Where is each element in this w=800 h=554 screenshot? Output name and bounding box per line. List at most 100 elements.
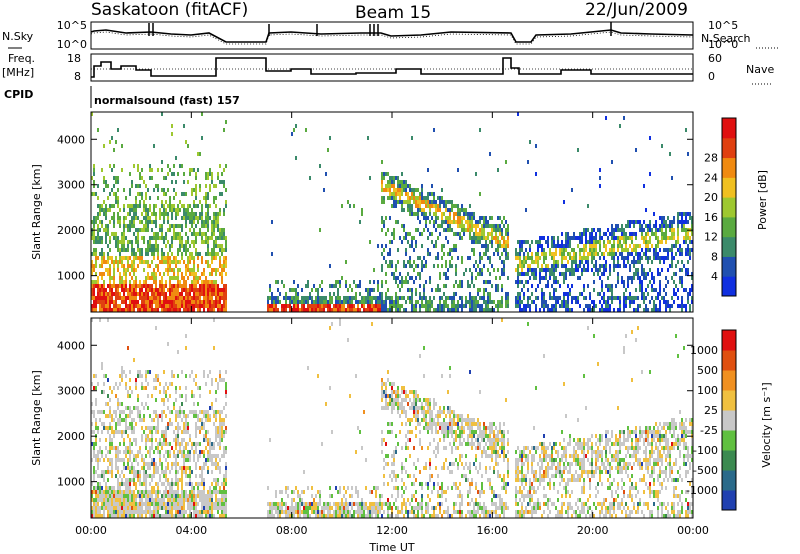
range-cell <box>403 188 405 192</box>
range-cell <box>499 300 501 304</box>
range-cell <box>115 260 117 264</box>
range-cell <box>223 168 225 172</box>
range-cell <box>409 208 411 212</box>
range-cell <box>271 510 273 514</box>
range-cell <box>137 304 139 308</box>
range-cell <box>105 498 107 502</box>
range-cell <box>483 252 485 256</box>
range-cell <box>601 304 603 308</box>
range-cell <box>413 212 415 216</box>
range-cell <box>197 418 199 422</box>
range-cell <box>225 256 227 260</box>
range-cell <box>147 370 149 374</box>
range-cell <box>195 188 197 192</box>
range-cell <box>137 410 139 414</box>
range-cell <box>97 288 99 292</box>
range-cell <box>121 370 123 374</box>
range-cell <box>95 236 97 240</box>
range-cell <box>111 470 113 474</box>
range-cell <box>179 426 181 430</box>
range-cell <box>139 176 141 180</box>
range-cell <box>623 260 625 264</box>
range-cell <box>543 300 545 304</box>
range-cell <box>127 240 129 244</box>
range-cell <box>571 308 573 312</box>
range-cell <box>459 296 461 300</box>
range-cell <box>117 402 119 406</box>
range-cell <box>185 374 187 378</box>
range-cell <box>555 264 557 268</box>
range-cell <box>601 288 603 292</box>
range-cell <box>477 236 479 240</box>
range-cell <box>603 296 605 300</box>
range-cell <box>311 296 313 300</box>
range-cell <box>157 244 159 248</box>
range-cell <box>99 482 101 486</box>
range-cell <box>525 248 527 252</box>
range-cell <box>267 510 269 514</box>
range-cell <box>213 490 215 494</box>
range-cell <box>105 494 107 498</box>
range-cell <box>529 296 531 300</box>
range-cell <box>653 300 655 304</box>
range-cell <box>115 180 117 184</box>
range-cell <box>203 454 205 458</box>
range-cell <box>531 240 533 244</box>
range-cell <box>163 192 165 196</box>
range-cell <box>213 216 215 220</box>
range-cell <box>121 168 123 172</box>
range-cell <box>401 192 403 196</box>
range-cell <box>403 184 405 188</box>
range-cell <box>217 490 219 494</box>
range-cell <box>205 414 207 418</box>
range-cell <box>309 506 311 510</box>
range-cell <box>183 450 185 454</box>
range-cell <box>527 264 529 268</box>
range-cell <box>219 458 221 462</box>
range-cell <box>537 296 539 300</box>
range-cell <box>161 248 163 252</box>
range-cell <box>647 240 649 244</box>
range-cell <box>455 212 457 216</box>
range-cell <box>441 212 443 216</box>
range-cell <box>199 450 201 454</box>
range-cell <box>583 268 585 272</box>
range-cell <box>119 208 121 212</box>
range-cell <box>325 296 327 300</box>
range-cell <box>497 216 499 220</box>
range-cell <box>287 296 289 300</box>
range-cell <box>633 256 635 260</box>
range-cell <box>633 308 635 312</box>
range-cell <box>125 386 127 390</box>
range-cell <box>207 236 209 240</box>
range-cell <box>315 288 317 292</box>
range-cell <box>591 240 593 244</box>
range-cell <box>395 268 397 272</box>
range-cell <box>111 276 113 280</box>
range-cell <box>105 300 107 304</box>
range-cell <box>161 470 163 474</box>
range-cell <box>193 232 195 236</box>
range-cell <box>157 232 159 236</box>
range-cell <box>121 418 123 422</box>
range-cell <box>471 304 473 308</box>
range-cell <box>193 284 195 288</box>
range-cell <box>433 220 435 224</box>
range-cell <box>185 430 187 434</box>
range-cell <box>101 450 103 454</box>
range-cell <box>197 308 199 312</box>
range-cell <box>399 200 401 204</box>
range-cell <box>571 256 573 260</box>
range-cell <box>183 244 185 248</box>
range-cell <box>187 268 189 272</box>
range-cell <box>555 276 557 280</box>
range-cell <box>657 296 659 300</box>
range-cell <box>397 184 399 188</box>
range-cell <box>621 228 623 232</box>
range-cell <box>107 394 109 398</box>
range-cell <box>167 188 169 192</box>
range-cell <box>105 502 107 506</box>
range-cell <box>101 308 103 312</box>
range-cell <box>151 478 153 482</box>
range-cell <box>413 192 415 196</box>
